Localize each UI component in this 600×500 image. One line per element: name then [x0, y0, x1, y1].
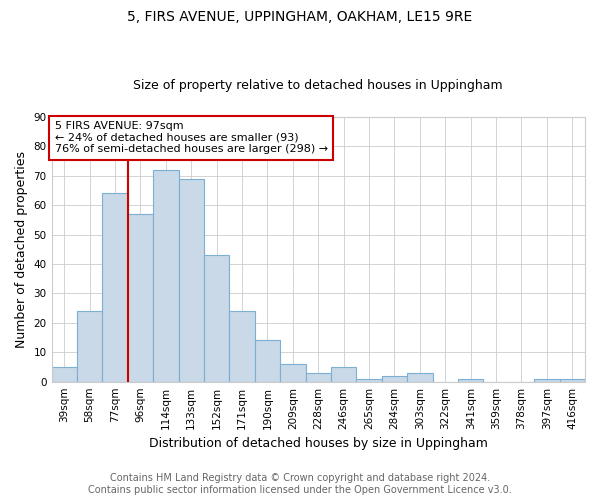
- Bar: [407, 373, 433, 382]
- Bar: [382, 376, 407, 382]
- Bar: [52, 367, 77, 382]
- Bar: [77, 311, 103, 382]
- Bar: [560, 378, 585, 382]
- Bar: [229, 311, 255, 382]
- Bar: [255, 340, 280, 382]
- Bar: [153, 170, 179, 382]
- Bar: [103, 194, 128, 382]
- Bar: [356, 378, 382, 382]
- Bar: [179, 178, 204, 382]
- Bar: [305, 373, 331, 382]
- Bar: [204, 255, 229, 382]
- Bar: [280, 364, 305, 382]
- Bar: [458, 378, 484, 382]
- Bar: [331, 367, 356, 382]
- Bar: [128, 214, 153, 382]
- Title: Size of property relative to detached houses in Uppingham: Size of property relative to detached ho…: [133, 79, 503, 92]
- Y-axis label: Number of detached properties: Number of detached properties: [15, 150, 28, 348]
- Bar: [534, 378, 560, 382]
- Text: 5 FIRS AVENUE: 97sqm
← 24% of detached houses are smaller (93)
76% of semi-detac: 5 FIRS AVENUE: 97sqm ← 24% of detached h…: [55, 121, 328, 154]
- X-axis label: Distribution of detached houses by size in Uppingham: Distribution of detached houses by size …: [149, 437, 488, 450]
- Text: 5, FIRS AVENUE, UPPINGHAM, OAKHAM, LE15 9RE: 5, FIRS AVENUE, UPPINGHAM, OAKHAM, LE15 …: [127, 10, 473, 24]
- Text: Contains HM Land Registry data © Crown copyright and database right 2024.
Contai: Contains HM Land Registry data © Crown c…: [88, 474, 512, 495]
